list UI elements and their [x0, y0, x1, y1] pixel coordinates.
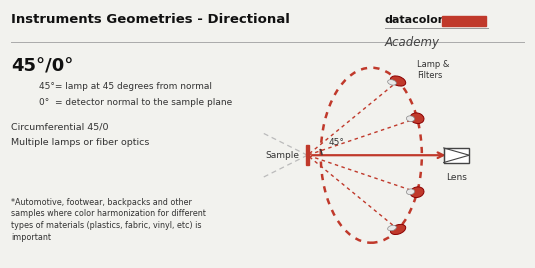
Text: 45°/0°: 45°/0° — [11, 57, 73, 75]
Ellipse shape — [410, 113, 424, 124]
Text: Instruments Geometries - Directional: Instruments Geometries - Directional — [11, 13, 290, 27]
Bar — [444, 148, 469, 162]
Text: Lamp &
Filters: Lamp & Filters — [417, 60, 449, 80]
Text: Academy: Academy — [385, 36, 440, 49]
Text: 45°: 45° — [328, 138, 345, 147]
Text: Sample: Sample — [265, 151, 300, 160]
Ellipse shape — [391, 224, 406, 234]
Text: Lens: Lens — [446, 173, 467, 182]
Text: 0°  = detector normal to the sample plane: 0° = detector normal to the sample plane — [39, 98, 232, 107]
Text: Multiple lamps or fiber optics: Multiple lamps or fiber optics — [11, 138, 149, 147]
Ellipse shape — [391, 76, 406, 86]
Ellipse shape — [388, 225, 396, 231]
Ellipse shape — [407, 189, 415, 195]
Text: *Automotive, footwear, backpacks and other
samples where color harmonization for: *Automotive, footwear, backpacks and oth… — [11, 198, 206, 242]
Ellipse shape — [410, 187, 424, 198]
Text: Circumferential 45/0: Circumferential 45/0 — [11, 122, 109, 131]
Text: datacolor: datacolor — [385, 15, 444, 25]
Ellipse shape — [388, 80, 396, 85]
Bar — [442, 16, 486, 26]
Text: 45°= lamp at 45 degrees from normal: 45°= lamp at 45 degrees from normal — [39, 82, 212, 91]
Bar — [305, 145, 309, 165]
Ellipse shape — [407, 116, 415, 121]
